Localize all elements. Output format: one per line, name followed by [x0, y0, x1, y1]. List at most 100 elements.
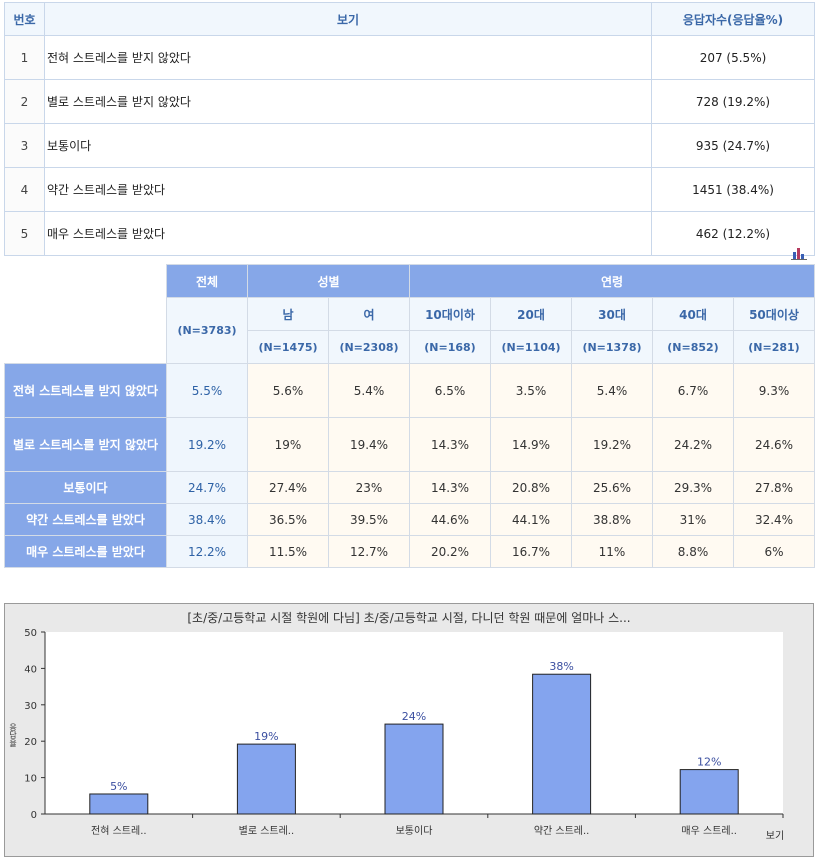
row-number: 5 [4, 211, 45, 256]
row-value: 462 (12.2%) [651, 211, 815, 256]
y-tick-label: 0 [31, 810, 37, 821]
row-number: 2 [4, 79, 45, 124]
col-n-40s: (N=852) [652, 330, 734, 364]
row-option: 매우 스트레스를 받았다 [44, 211, 652, 256]
row-label: 매우 스트레스를 받았다 [4, 535, 167, 568]
header-gender: 성별 [247, 264, 410, 298]
row-total: 19.2% [166, 417, 248, 472]
bar-value-label: 38% [549, 660, 573, 673]
table-row: 5 매우 스트레스를 받았다 462 (12.2%) [4, 211, 815, 256]
row-cell: 19% [247, 417, 329, 472]
bar-value-label: 24% [402, 710, 426, 723]
y-axis-label: 응답율 [8, 723, 17, 747]
row-option: 전혀 스트레스를 받지 않았다 [44, 35, 652, 80]
row-cell: 25.6% [571, 471, 653, 504]
row-cell: 44.1% [490, 503, 572, 536]
row-total: 12.2% [166, 535, 248, 568]
row-cell: 20.8% [490, 471, 572, 504]
row-cell: 6.7% [652, 363, 734, 418]
row-cell: 16.7% [490, 535, 572, 568]
total-n: (N=3783) [166, 297, 248, 364]
row-cell: 11% [571, 535, 653, 568]
col-n-50s: (N=281) [733, 330, 815, 364]
row-cell: 27.4% [247, 471, 329, 504]
bar-value-label: 5% [110, 780, 127, 793]
col-label-30s: 30대 [571, 297, 653, 331]
y-tick-label: 50 [24, 628, 37, 639]
row-cell: 14.3% [409, 471, 491, 504]
bar [532, 673, 592, 815]
row-number: 1 [4, 35, 45, 80]
x-tick-label: 약간 스트레.. [534, 825, 590, 837]
row-cell: 24.6% [733, 417, 815, 472]
summary-header-row: 번호 보기 응답자수(응답율%) [4, 2, 815, 36]
col-n-male: (N=1475) [247, 330, 329, 364]
row-cell: 27.8% [733, 471, 815, 504]
table-row: 전혀 스트레스를 받지 않았다 5.5% 5.6% 5.4% 6.5% 3.5% 5.4% 6… [4, 363, 815, 418]
row-label: 보통이다 [4, 471, 167, 504]
row-cell: 36.5% [247, 503, 329, 536]
row-cell: 23% [328, 471, 410, 504]
row-total: 5.5% [166, 363, 248, 418]
col-n-teens: (N=168) [409, 330, 491, 364]
col-label-40s: 40대 [652, 297, 734, 331]
row-label: 별로 스트레스를 받지 않았다 [4, 417, 167, 472]
row-number: 4 [4, 167, 45, 212]
row-option: 약간 스트레스를 받았다 [44, 167, 652, 212]
row-cell: 38.8% [571, 503, 653, 536]
table-row: 1 전혀 스트레스를 받지 않았다 207 (5.5%) [4, 35, 815, 80]
row-value: 935 (24.7%) [651, 123, 815, 168]
header-number: 번호 [4, 2, 45, 36]
header-total: 전체 [166, 264, 248, 298]
y-tick-label: 10 [24, 774, 37, 785]
x-tick-label: 매우 스트레.. [681, 825, 737, 837]
header-responses: 응답자수(응답율%) [651, 2, 815, 36]
row-value: 1451 (38.4%) [651, 167, 815, 212]
row-cell: 14.9% [490, 417, 572, 472]
row-cell: 5.4% [328, 363, 410, 418]
row-cell: 29.3% [652, 471, 734, 504]
row-option: 보통이다 [44, 123, 652, 168]
summary-table: 번호 보기 응답자수(응답율%) 1 전혀 스트레스를 받지 않았다 207 (… [4, 2, 815, 256]
table-row: 보통이다 24.7% 27.4% 23% 14.3% 20.8% 25.6% 29.3% 27.… [4, 471, 815, 504]
row-cell: 24.2% [652, 417, 734, 472]
col-n-female: (N=2308) [328, 330, 410, 364]
chart-title: [초/중/고등학교 시절 학원에 다님] 초/중/고등학교 시절, 다니던 학원… [187, 611, 630, 625]
row-cell: 44.6% [409, 503, 491, 536]
row-option: 별로 스트레스를 받지 않았다 [44, 79, 652, 124]
row-cell: 8.8% [652, 535, 734, 568]
row-cell: 6.5% [409, 363, 491, 418]
row-total: 24.7% [166, 471, 248, 504]
row-cell: 11.5% [247, 535, 329, 568]
col-label-20s: 20대 [490, 297, 572, 331]
bar [236, 743, 296, 815]
table-row: 3 보통이다 935 (24.7%) [4, 123, 815, 168]
row-label: 약간 스트레스를 받았다 [4, 503, 167, 536]
col-label-50s: 50대이상 [733, 297, 815, 331]
row-cell: 12.7% [328, 535, 410, 568]
row-cell: 32.4% [733, 503, 815, 536]
x-tick-label: 보통이다 [396, 825, 433, 837]
x-tick-label: 전혀 스트레.. [91, 825, 147, 837]
row-cell: 5.6% [247, 363, 329, 418]
y-tick-label: 30 [24, 701, 37, 712]
col-label-female: 여 [328, 297, 410, 331]
y-tick-label: 40 [24, 664, 37, 675]
bar [384, 723, 444, 815]
bar-chart-icon[interactable] [790, 246, 808, 260]
row-cell: 20.2% [409, 535, 491, 568]
col-label-male: 남 [247, 297, 329, 331]
bar-value-label: 12% [697, 756, 721, 769]
corner-blank [4, 264, 167, 364]
x-tick-label: 별로 스트레.. [239, 825, 295, 837]
cross-table: 전체 성별 연령 (N=3783) 남 여 10대이하 20대 30대 40대 … [4, 264, 815, 568]
x-axis-label: 보기 [766, 830, 784, 842]
bar [679, 769, 739, 815]
header-age: 연령 [409, 264, 815, 298]
header-option: 보기 [44, 2, 652, 36]
table-row: 2 별로 스트레스를 받지 않았다 728 (19.2%) [4, 79, 815, 124]
table-row: 4 약간 스트레스를 받았다 1451 (38.4%) [4, 167, 815, 212]
row-cell: 6% [733, 535, 815, 568]
row-total: 38.4% [166, 503, 248, 536]
row-cell: 39.5% [328, 503, 410, 536]
